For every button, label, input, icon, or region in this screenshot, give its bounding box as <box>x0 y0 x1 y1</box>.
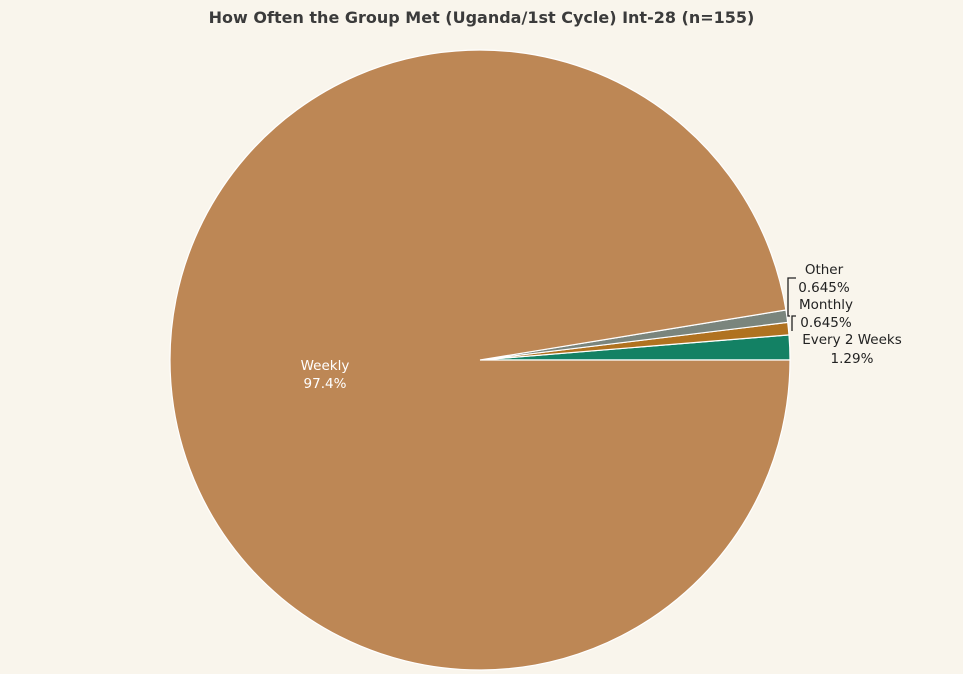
slice-label-every-2-weeks-percent: 1.29% <box>831 351 874 367</box>
slice-label-other-name: Other <box>805 262 844 278</box>
leader-line-other <box>787 277 796 317</box>
slice-label-every-2-weeks-name: Every 2 Weeks <box>802 332 902 348</box>
slice-label-weekly-name: Weekly <box>301 358 350 374</box>
slice-label-monthly-percent: 0.645% <box>800 315 852 331</box>
slice-label-monthly-name: Monthly <box>799 297 853 313</box>
leader-line-monthly <box>791 315 796 331</box>
slice-label-weekly-percent: 97.4% <box>304 376 347 392</box>
pie-slices <box>169 49 791 671</box>
label-leaders <box>787 277 796 331</box>
chart-title: How Often the Group Met (Uganda/1st Cycl… <box>208 8 755 27</box>
slice-label-other-percent: 0.645% <box>798 280 850 296</box>
pie-slice-weekly[interactable] <box>169 49 791 671</box>
